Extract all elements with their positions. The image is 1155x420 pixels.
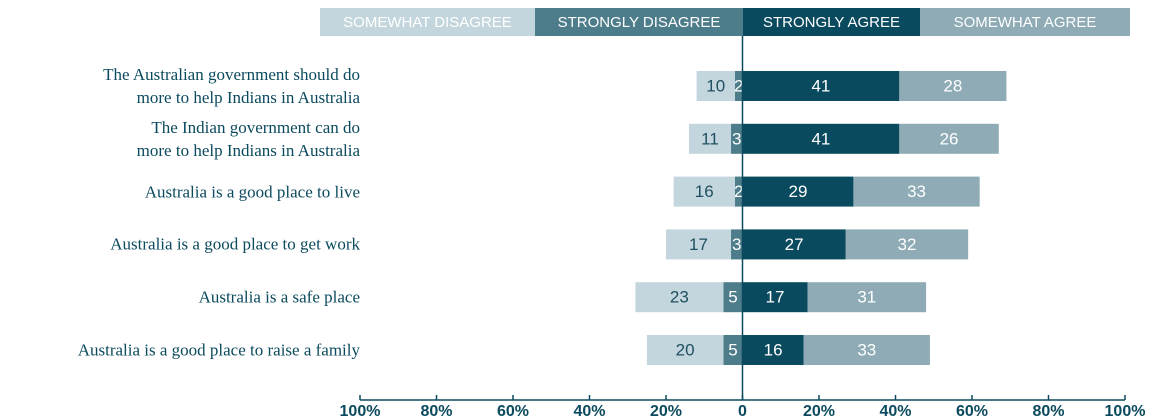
value-label: 28 [943,76,962,95]
x-tick-label: 80% [420,403,452,420]
bar-segment [803,335,930,365]
legend-label: SOMEWHAT AGREE [954,14,1097,31]
x-tick-label: 100% [340,403,381,420]
bar-segment [742,176,854,207]
bar-segment [688,123,732,154]
category-label: Australia is a good place to raise a fam… [77,340,360,360]
value-label: 17 [766,288,785,307]
x-tick-label: 60% [497,403,529,420]
category-label: The Australian government should do more… [103,65,360,107]
value-label: 41 [811,76,830,95]
value-label: 3 [732,235,741,254]
legend-label: STRONGLY DISAGREE [558,14,721,31]
value-label: 16 [695,182,714,201]
value-label: 3 [732,129,741,148]
value-label: 31 [857,288,876,307]
bar-segment [734,176,743,207]
value-label: 26 [940,129,959,148]
legend-swatch [743,8,920,36]
value-label: 33 [857,340,876,359]
bar-segment [646,335,724,365]
legend-swatch [320,8,535,36]
value-label: 20 [676,340,695,359]
category-label: Australia is a good place to get work [110,234,360,254]
x-tick-label: 20% [803,403,835,420]
bar-segment [666,229,732,260]
value-label: 41 [811,129,830,148]
value-label: 33 [907,182,926,201]
value-label: 27 [785,235,804,254]
legend-swatch [920,8,1130,36]
x-tick-label: 100% [1105,403,1146,420]
x-tick-label: 40% [879,403,911,420]
bar-segment [742,335,804,365]
x-tick-label: 60% [956,403,988,420]
value-label: 5 [728,340,737,359]
category-label: The Indian government can do more to hel… [136,117,360,160]
value-label: 16 [764,340,783,359]
bar-segment [635,282,724,313]
bar-segment [734,71,743,101]
value-label: 23 [670,288,689,307]
value-label: 17 [689,235,708,254]
x-tick-label: 20% [650,403,682,420]
bar-segment [807,282,927,313]
category-label: Australia is a safe place [198,287,360,307]
legend-label: STRONGLY AGREE [763,14,900,31]
bar-segment [731,123,743,154]
value-label: 32 [898,235,917,254]
value-label: 10 [706,76,725,95]
value-label: 5 [728,288,737,307]
bar-segment [742,71,900,101]
bar-segment [899,71,1007,101]
value-label: 2 [734,76,743,95]
value-label: 29 [789,182,808,201]
legend-swatch [535,8,743,36]
bar-segment [696,71,735,101]
x-tick-label: 40% [573,403,605,420]
bar-segment [742,282,808,313]
category-label: Australia is a good place to live [144,182,360,202]
bar-segment [899,123,999,154]
bar-segment [673,176,735,207]
value-label: 2 [734,182,743,201]
x-tick-label: 0 [738,403,747,420]
bar-segment [853,176,980,207]
bar-segment [723,282,743,313]
bar-segment [742,229,846,260]
bar-segment [731,229,743,260]
bar-segment [742,123,900,154]
bar-segment [845,229,969,260]
x-tick-label: 80% [1032,403,1064,420]
bar-segment [723,335,743,365]
value-label: 11 [701,129,719,148]
legend-label: SOMEWHAT DISAGREE [343,14,512,31]
